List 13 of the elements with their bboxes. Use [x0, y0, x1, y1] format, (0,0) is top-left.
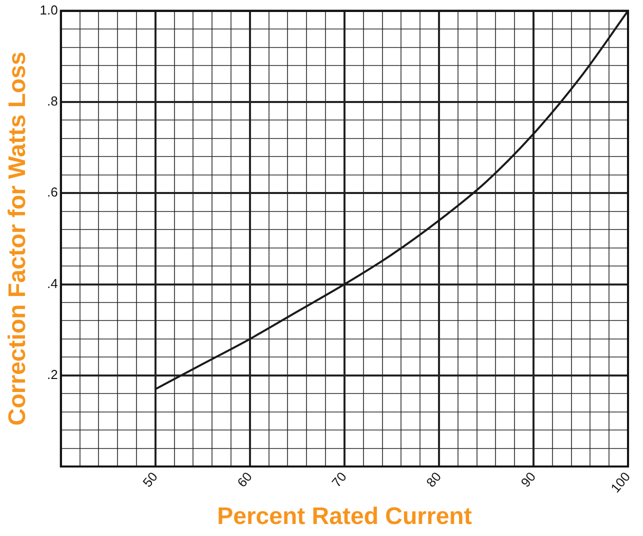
x-axis-title: Percent Rated Current: [217, 503, 472, 530]
y-tick-label: .4: [47, 276, 58, 291]
x-tick-label: 70: [328, 469, 350, 490]
y-tick-label: .2: [47, 366, 58, 382]
y-tick-label: 1.0: [40, 2, 58, 18]
x-tick-label: 90: [518, 469, 539, 490]
x-tick-label: 60: [234, 469, 255, 490]
y-tick-label: .8: [47, 94, 58, 109]
x-tick-label: 100: [608, 469, 634, 496]
y-tick-label: .6: [47, 184, 58, 200]
y-axis-title: Correction Factor for Watts Loss: [4, 52, 32, 426]
x-tick-label: 80: [423, 469, 444, 490]
x-tick-label: 50: [140, 469, 160, 490]
